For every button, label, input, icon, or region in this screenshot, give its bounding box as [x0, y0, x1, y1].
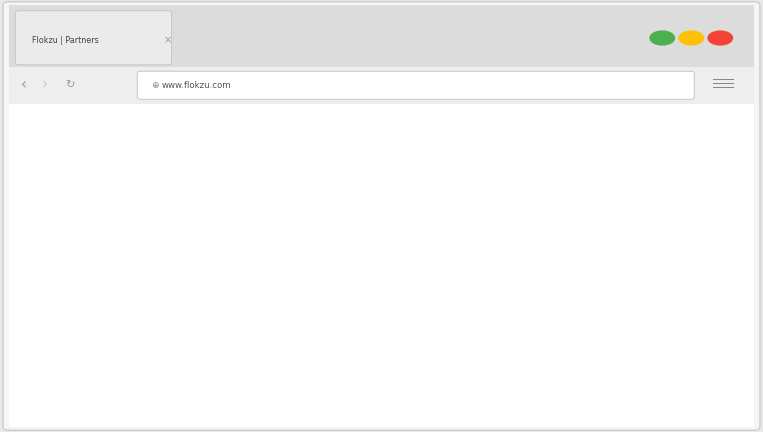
- Text: 👤: 👤: [588, 219, 592, 228]
- Text: Aproved: Aproved: [616, 416, 653, 425]
- FancyBboxPatch shape: [570, 211, 700, 273]
- FancyBboxPatch shape: [227, 304, 357, 365]
- Text: Flokzu | Partners: Flokzu | Partners: [32, 36, 98, 44]
- Text: Rejected: Rejected: [272, 83, 312, 92]
- Text: Update request: Update request: [252, 333, 333, 343]
- Text: ‹: ‹: [21, 78, 27, 92]
- Text: Request
Reimbursement: Request Reimbursement: [85, 105, 157, 124]
- Text: ⊕: ⊕: [151, 81, 159, 89]
- Text: Reimburse
expense: Reimburse expense: [607, 235, 662, 257]
- FancyBboxPatch shape: [398, 211, 528, 273]
- Text: www.flokzu.com: www.flokzu.com: [162, 81, 231, 89]
- Text: X: X: [287, 235, 298, 249]
- Text: Yes: Yes: [363, 228, 378, 236]
- FancyBboxPatch shape: [227, 142, 357, 204]
- FancyBboxPatch shape: [275, 154, 308, 167]
- Polygon shape: [251, 217, 333, 267]
- Text: Notify rejection: Notify rejection: [252, 172, 332, 183]
- Text: ↻: ↻: [65, 80, 74, 90]
- Text: 👤: 👤: [74, 219, 79, 228]
- FancyBboxPatch shape: [56, 211, 185, 273]
- Text: ¿Approved?: ¿Approved?: [221, 276, 274, 285]
- Text: ×: ×: [164, 35, 172, 45]
- Text: ›: ›: [42, 78, 48, 92]
- Text: 👤: 👤: [245, 311, 250, 321]
- Text: Notify approval: Notify approval: [423, 242, 504, 252]
- Text: Revise: Revise: [104, 241, 138, 251]
- Text: No: No: [302, 203, 314, 212]
- Text: More Info
requested: More Info requested: [310, 279, 356, 298]
- FancyBboxPatch shape: [447, 223, 480, 236]
